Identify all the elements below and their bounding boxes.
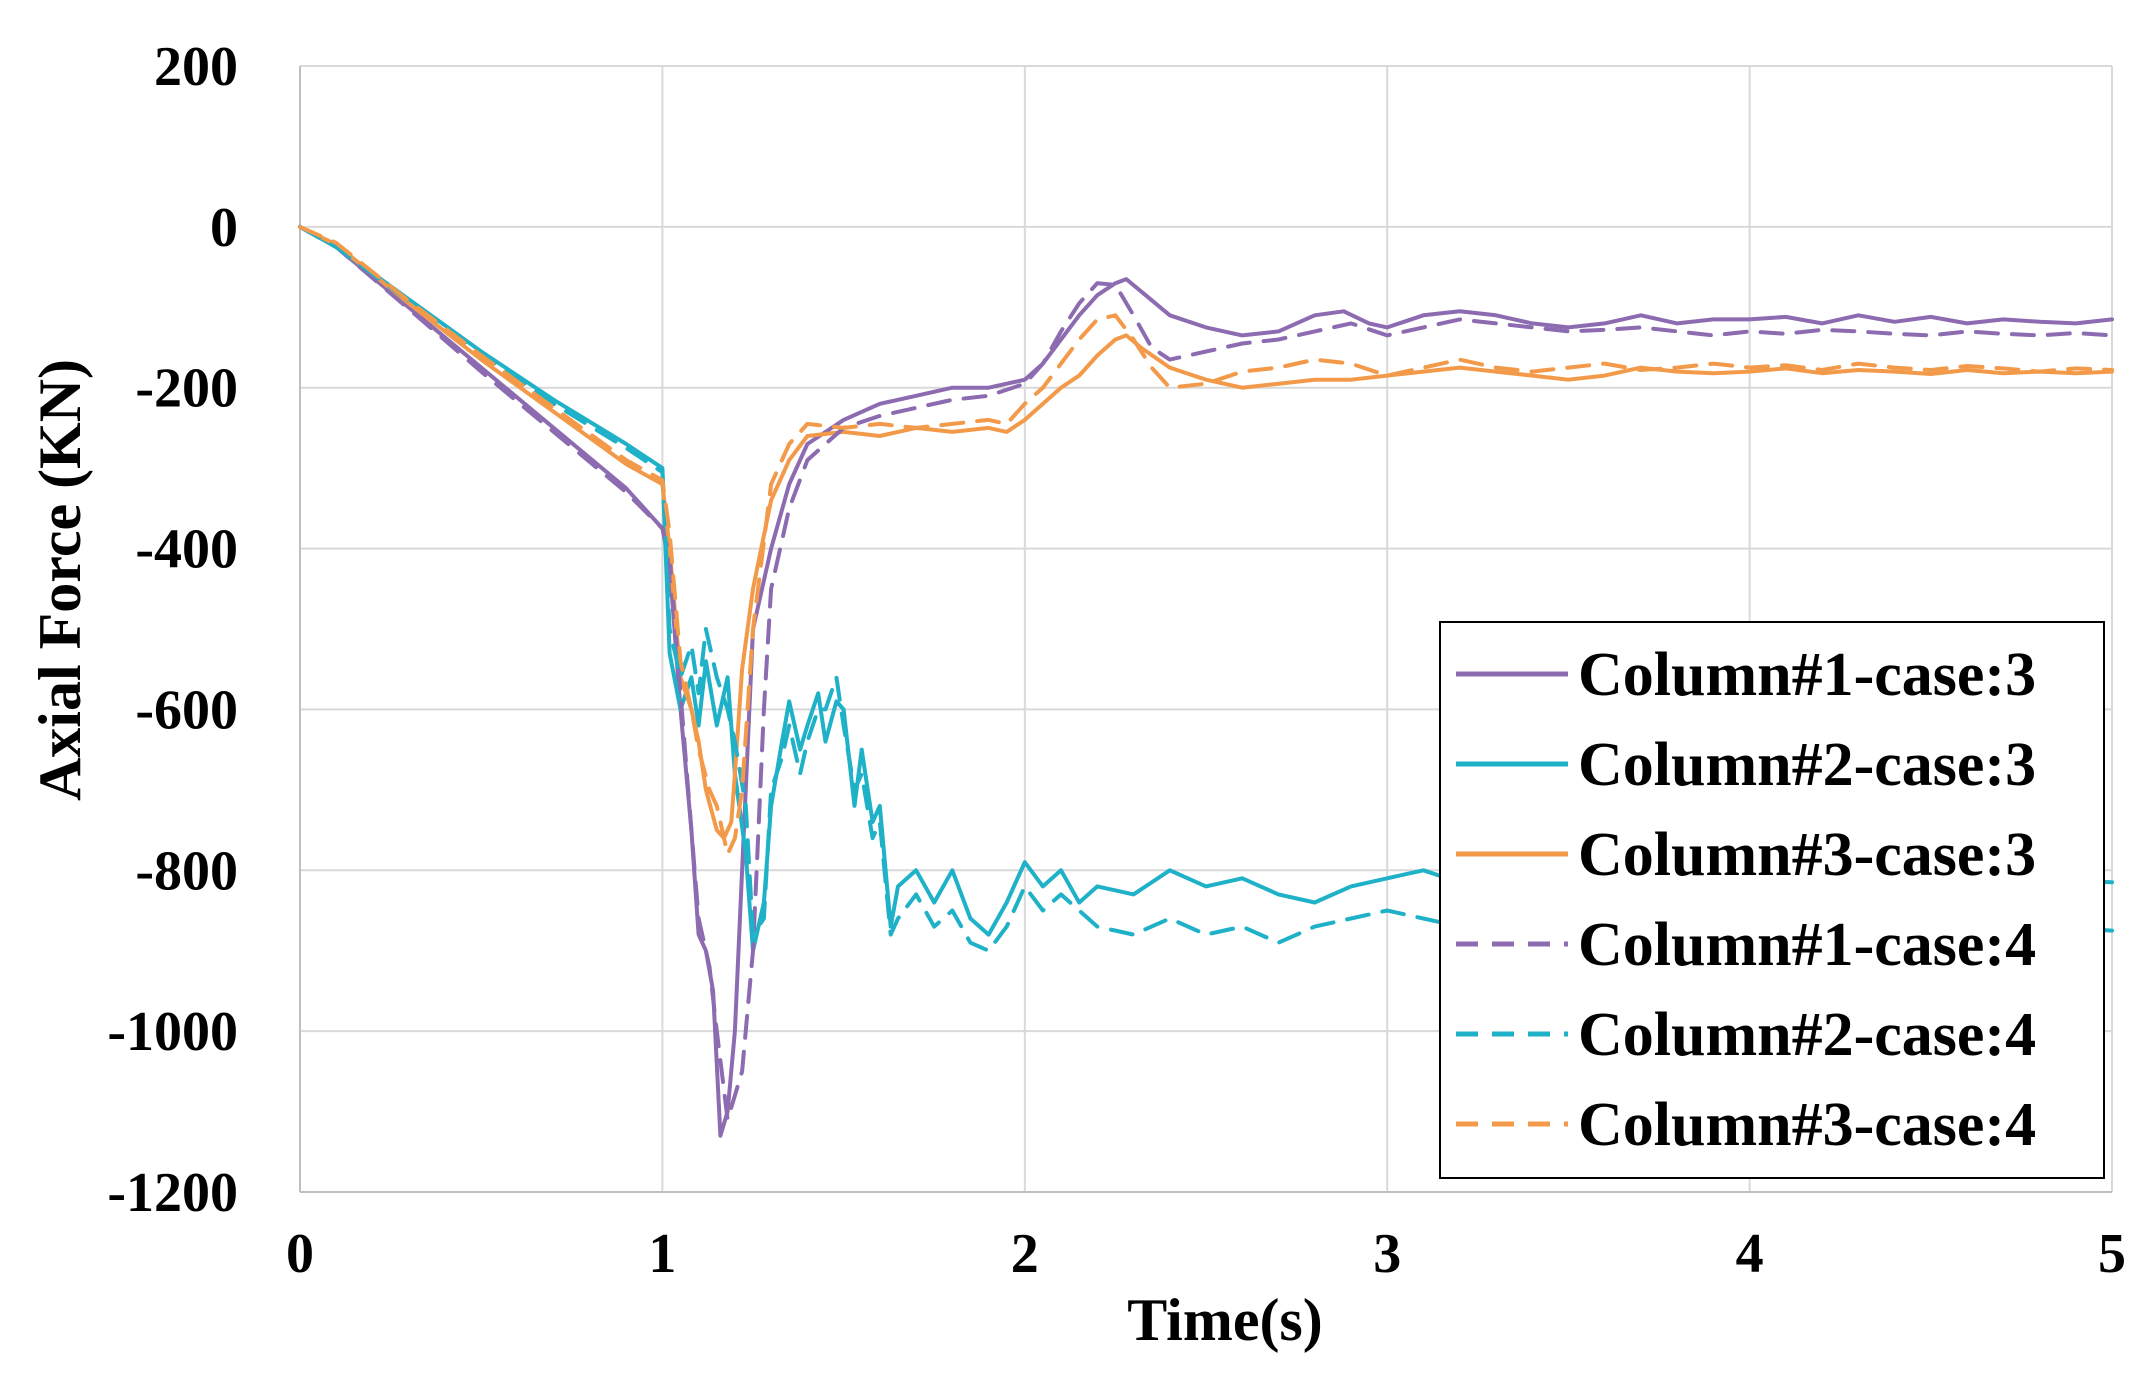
legend-label: Column#2-case:3 (1578, 731, 2036, 799)
legend-label: Column#1-case:3 (1578, 641, 2036, 709)
y-tick-label: -400 (135, 519, 238, 581)
y-tick-label: -1000 (107, 1001, 238, 1063)
y-tick-label: -800 (135, 840, 238, 902)
y-tick-label: 200 (154, 36, 238, 98)
legend: Column#1-case:3 Column#2-case:3 Column#3-c… (1439, 621, 2105, 1179)
y-tick-label: 0 (210, 197, 238, 259)
x-tick-label: 3 (1373, 1223, 1401, 1285)
x-tick-label: 1 (648, 1223, 676, 1285)
y-tick-label: -600 (135, 679, 238, 741)
series-line-3 (298, 224, 2114, 841)
x-tick-label: 2 (1011, 1223, 1039, 1285)
series-line-1 (298, 224, 2114, 1138)
y-tick-label: -200 (135, 358, 238, 420)
x-axis-title: Time(s) (1127, 1287, 1323, 1353)
legend-label: Column#3-case:3 (1578, 821, 2036, 889)
y-tick-label: -1200 (107, 1162, 238, 1224)
legend-label: Column#3-case:4 (1578, 1091, 2036, 1159)
y-axis-title: Axial Force (KN) (27, 359, 93, 801)
legend-label: Column#2-case:4 (1578, 1001, 2036, 1069)
legend-box (1439, 621, 2105, 1179)
series-line-4 (298, 224, 2114, 1122)
legend-label: Column#1-case:4 (1578, 911, 2036, 979)
tick-labels: 0 1 2 3 4 5 200 0 -200 -400 -600 -800 -1000 -1200 (107, 36, 2126, 1285)
axes (299, 66, 2112, 1193)
x-tick-label: 0 (286, 1223, 314, 1285)
series-line-6 (298, 224, 2114, 857)
x-tick-label: 5 (2098, 1223, 2126, 1285)
x-tick-label: 4 (1736, 1223, 1764, 1285)
